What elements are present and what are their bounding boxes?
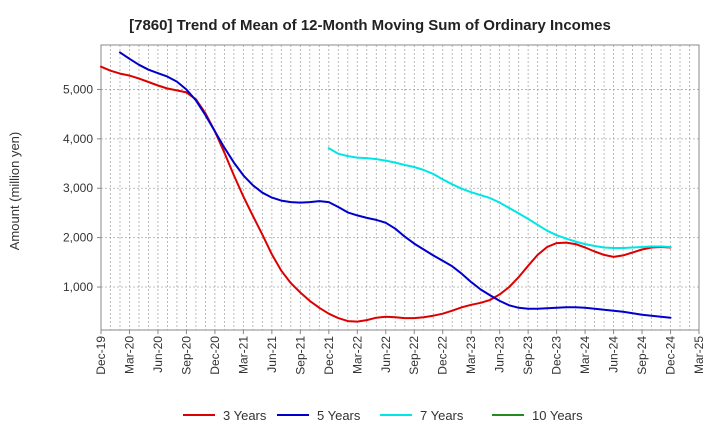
y-tick-label: 5,000	[63, 82, 93, 96]
x-tick-label: Sep-20	[179, 336, 193, 375]
x-tick-label: Sep-21	[293, 336, 307, 375]
x-tick-label: Dec-24	[664, 336, 678, 375]
series-layer	[100, 51, 672, 323]
x-tick-label: Mar-20	[122, 336, 136, 374]
legend-label-10-years: 10 Years	[532, 408, 583, 423]
x-tick-label: Jun-24	[607, 336, 621, 373]
series-line-5-years	[119, 51, 672, 319]
x-tick-label: Mar-21	[236, 336, 250, 374]
x-ticks: Dec-19 Mar-20 Jun-20 Sep-20 Dec-20 Mar-21 Jun-…	[94, 330, 706, 375]
y-tick-label: 3,000	[63, 181, 93, 195]
x-tick-label: Sep-24	[635, 336, 649, 375]
x-tick-label: Mar-22	[350, 336, 364, 374]
y-tick-label: 2,000	[63, 231, 93, 245]
y-tick-label: 4,000	[63, 132, 93, 146]
x-tick-label: Dec-20	[208, 336, 222, 375]
legend-label-3-years: 3 Years	[223, 408, 267, 423]
x-tick-label: Mar-23	[464, 336, 478, 374]
x-tick-label: Jun-23	[493, 336, 507, 373]
x-tick-label: Sep-23	[521, 336, 535, 375]
x-tick-label: Mar-24	[578, 336, 592, 374]
x-tick-label: Dec-21	[322, 336, 336, 375]
x-tick-label: Dec-22	[436, 336, 450, 375]
plot-area	[100, 44, 700, 331]
x-tick-label: Jun-22	[379, 336, 393, 373]
legend-label-7-years: 7 Years	[420, 408, 464, 423]
grid	[101, 45, 699, 330]
y-ticks: 1,000 2,000 3,000 4,000 5,000	[63, 82, 101, 294]
series-line-7-years	[327, 147, 672, 249]
y-axis-label: Amount (million yen)	[7, 132, 22, 251]
y-tick-label: 1,000	[63, 280, 93, 294]
legend: 3 Years 5 Years 7 Years 10 Years	[183, 408, 583, 423]
x-tick-label: Mar-25	[692, 336, 706, 374]
x-tick-label: Jun-20	[151, 336, 165, 373]
x-tick-label: Sep-22	[407, 336, 421, 375]
x-tick-label: Dec-23	[550, 336, 564, 375]
legend-label-5-years: 5 Years	[317, 408, 361, 423]
x-tick-label: Dec-19	[94, 336, 108, 375]
x-tick-label: Jun-21	[265, 336, 279, 373]
chart-title: [7860] Trend of Mean of 12-Month Moving …	[129, 17, 611, 34]
